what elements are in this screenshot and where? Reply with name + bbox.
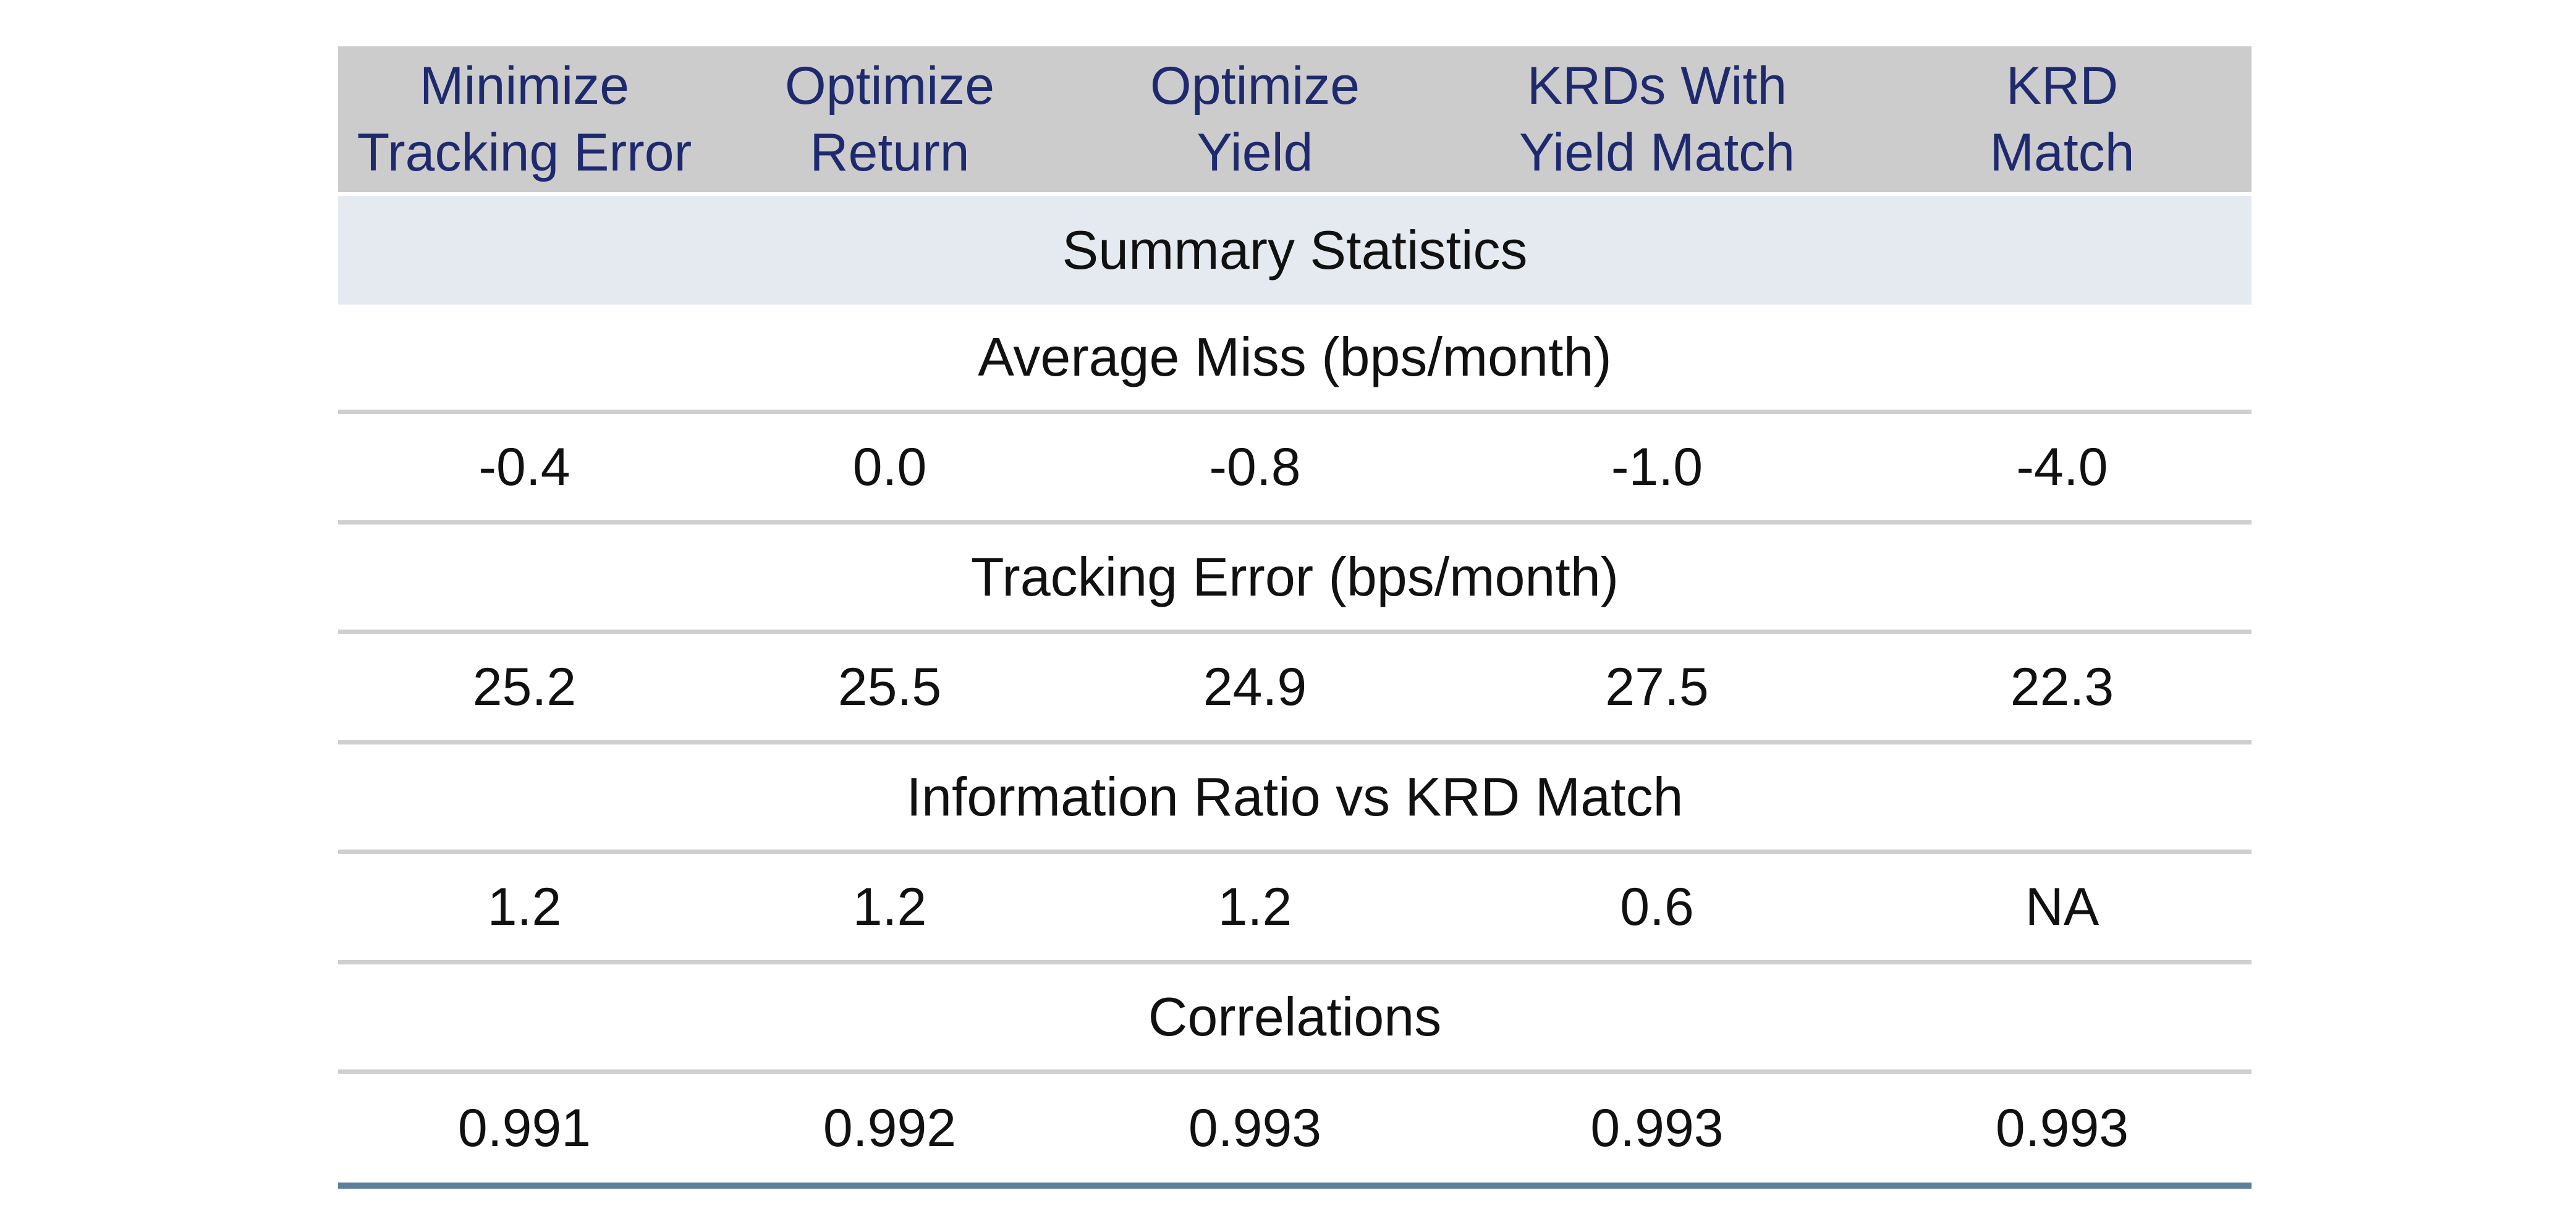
- table-cell: 1.2: [711, 851, 1069, 964]
- value-row-average-miss: -0.4 0.0 -0.8 -1.0 -4.0: [338, 411, 2252, 525]
- section-row-tracking-error: Tracking Error (bps/month): [338, 522, 2252, 634]
- value-row-correlations: 0.991 0.992 0.993 0.993 0.993: [338, 1071, 2252, 1189]
- table-cell: -4.0: [1873, 411, 2252, 525]
- section-row-average-miss: Average Miss (bps/month): [338, 305, 2252, 414]
- value-row-information-ratio: 1.2 1.2 1.2 0.6 NA: [338, 851, 2252, 964]
- section-row-information-ratio: Information Ratio vs KRD Match: [338, 742, 2252, 854]
- section-row-correlations: Correlations: [338, 962, 2252, 1074]
- table-cell: 0.993: [1441, 1071, 1873, 1189]
- table-cell: 27.5: [1441, 631, 1873, 744]
- table-cell: 1.2: [1069, 851, 1441, 964]
- section-label-average-miss: Average Miss (bps/month): [338, 305, 2252, 414]
- table-cell: 22.3: [1873, 631, 2252, 744]
- column-header-krd-match: KRD Match: [1873, 46, 2252, 196]
- table-cell: 0.6: [1441, 851, 1873, 964]
- table-cell: -0.4: [338, 411, 711, 525]
- column-header-optimize-yield: Optimize Yield: [1069, 46, 1441, 196]
- column-header-krds-with-yield-match: KRDs With Yield Match: [1441, 46, 1873, 196]
- summary-statistics-row: Summary Statistics: [338, 194, 2252, 305]
- table-cell: 0.991: [338, 1071, 711, 1189]
- table-cell: 0.992: [711, 1071, 1069, 1189]
- table-cell: 24.9: [1069, 631, 1441, 744]
- table-cell: 0.993: [1069, 1071, 1441, 1189]
- table-cell: 0.0: [711, 411, 1069, 525]
- table-cell: 25.5: [711, 631, 1069, 744]
- table-cell: -0.8: [1069, 411, 1441, 525]
- table-cell: -1.0: [1441, 411, 1873, 525]
- header-row: Minimize Tracking Error Optimize Return …: [338, 46, 2252, 196]
- column-header-minimize-tracking-error: Minimize Tracking Error: [338, 46, 711, 196]
- section-label-correlations: Correlations: [338, 962, 2252, 1074]
- section-label-information-ratio: Information Ratio vs KRD Match: [338, 742, 2252, 854]
- column-header-optimize-return: Optimize Return: [711, 46, 1069, 196]
- summary-statistics-label: Summary Statistics: [338, 194, 2252, 305]
- table-cell: NA: [1873, 851, 2252, 964]
- section-label-tracking-error: Tracking Error (bps/month): [338, 522, 2252, 634]
- table-cell: 1.2: [338, 851, 711, 964]
- table-cell: 25.2: [338, 631, 711, 744]
- statistics-table: Minimize Tracking Error Optimize Return …: [338, 46, 2252, 1189]
- table-cell: 0.993: [1873, 1071, 2252, 1189]
- value-row-tracking-error: 25.2 25.5 24.9 27.5 22.3: [338, 631, 2252, 744]
